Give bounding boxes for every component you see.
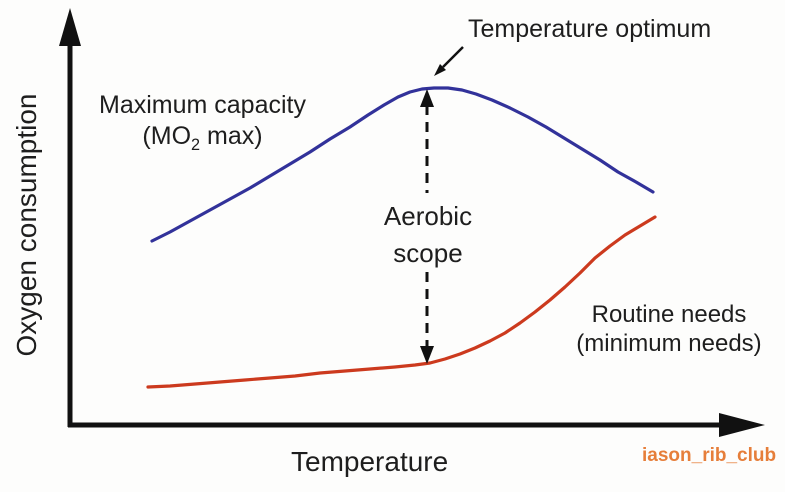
series-label-max-capacity-line1: Maximum capacity — [99, 91, 306, 119]
annotation-aerobic-scope-line2: scope — [393, 238, 463, 268]
aerobic-scope-arrowhead-up — [420, 89, 434, 107]
series-label-max-capacity-line2: (MO2 max) — [85, 121, 320, 161]
annotation-aerobic-scope: Aerobic scope — [348, 198, 508, 272]
series-label-routine-needs-line1: Routine needs — [591, 301, 747, 328]
aerobic-scope-arrowhead-down — [420, 346, 434, 364]
routine-needs-curve — [146, 215, 657, 389]
series-label-routine-needs-line2: (minimum needs) — [576, 330, 762, 357]
y-axis-label: Oxygen consumption — [11, 93, 42, 357]
y-axis-arrowhead — [59, 8, 81, 46]
mo2-open: (MO — [142, 122, 192, 150]
series-label-max-capacity: Maximum capacity (MO2 max) — [85, 90, 320, 161]
optimum-annotation-arrow-line — [442, 46, 464, 68]
max-capacity-curve — [150, 86, 655, 243]
x-axis-arrowhead — [719, 413, 765, 437]
optimum-annotation-arrowhead — [434, 64, 446, 76]
x-axis-label: Temperature — [291, 446, 449, 477]
mo2-close: max) — [200, 122, 263, 150]
watermark: iason_rib_club — [642, 445, 777, 466]
annotation-aerobic-scope-line1: Aerobic — [383, 201, 473, 231]
series-label-routine-needs: Routine needs (minimum needs) — [558, 300, 780, 358]
annotation-temperature-optimum: Temperature optimum — [468, 15, 712, 43]
mo2-subscript: 2 — [191, 136, 201, 154]
